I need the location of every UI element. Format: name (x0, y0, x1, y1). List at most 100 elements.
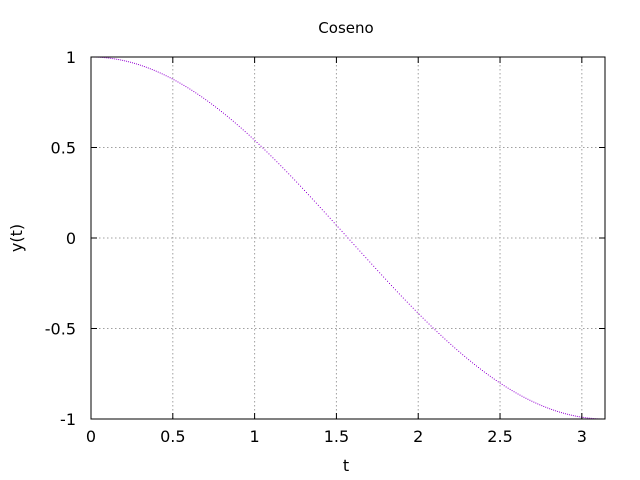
data-point (572, 415, 574, 417)
data-point (545, 406, 547, 408)
data-point (167, 76, 169, 78)
data-point (543, 405, 545, 407)
data-point (236, 124, 238, 126)
data-point (553, 409, 555, 411)
data-point (106, 57, 108, 59)
data-point (476, 365, 477, 367)
data-point (402, 297, 404, 299)
data-point (365, 257, 367, 259)
data-point (426, 321, 428, 323)
data-point (153, 69, 155, 71)
data-point (493, 378, 495, 380)
data-point (424, 319, 426, 321)
data-point (268, 153, 270, 155)
data-point (574, 415, 576, 417)
data-point (307, 194, 309, 196)
data-point (157, 71, 159, 73)
data-point (497, 381, 499, 383)
data-point (260, 145, 262, 147)
data-point (531, 400, 533, 402)
data-point (323, 211, 325, 213)
y-tick-label: 1 (66, 48, 76, 67)
data-point (454, 347, 456, 349)
data-point (248, 134, 250, 136)
data-point (183, 84, 185, 86)
y-tick-label: 0 (66, 229, 76, 248)
data-point (159, 72, 161, 74)
data-point (561, 412, 563, 414)
data-point (503, 385, 505, 387)
data-point (389, 282, 391, 284)
data-point (226, 115, 228, 117)
data-point (173, 79, 175, 81)
data-point (353, 244, 355, 246)
data-point (286, 171, 288, 173)
data-point (238, 125, 240, 127)
data-point (438, 333, 440, 334)
data-point (161, 73, 163, 75)
data-point (309, 196, 311, 198)
data-point (122, 59, 124, 61)
data-point (576, 415, 578, 417)
data-point (377, 270, 379, 272)
data-point (466, 357, 468, 359)
data-point (135, 63, 137, 65)
data-point (555, 410, 557, 412)
data-point (149, 68, 151, 70)
x-tick-label: 0 (86, 427, 96, 446)
data-point (321, 209, 323, 211)
data-point (408, 303, 410, 305)
data-point (191, 89, 193, 91)
data-point (458, 350, 460, 352)
data-point (444, 338, 446, 340)
data-point (185, 86, 187, 88)
data-point (477, 367, 479, 369)
data-point (474, 363, 476, 365)
data-series (90, 56, 606, 420)
x-tick-label: 2 (413, 427, 423, 446)
data-point (549, 408, 551, 410)
data-point (428, 323, 430, 325)
data-point (262, 147, 264, 149)
data-point (276, 161, 278, 163)
data-point (505, 386, 507, 388)
data-point (513, 391, 515, 393)
data-point (523, 396, 525, 398)
data-point (189, 88, 191, 90)
data-point (535, 402, 537, 404)
data-point (491, 377, 493, 379)
data-point (311, 198, 313, 200)
data-point (224, 114, 226, 116)
data-point (258, 143, 260, 145)
data-point (217, 107, 219, 109)
data-point (209, 102, 211, 104)
data-point (385, 278, 387, 280)
data-point (339, 228, 341, 230)
data-point (246, 132, 248, 134)
data-point (349, 239, 351, 241)
data-point (240, 127, 242, 129)
data-point (317, 204, 319, 206)
data-point (133, 62, 135, 64)
data-point (363, 254, 365, 256)
data-point (442, 336, 444, 338)
data-point (203, 97, 205, 99)
data-point (130, 61, 132, 63)
data-point (112, 58, 114, 60)
data-point (481, 370, 483, 372)
x-tick-label: 0.5 (160, 427, 185, 446)
data-point (169, 77, 171, 79)
data-point (489, 375, 491, 377)
data-point (228, 117, 230, 119)
data-point (414, 309, 416, 311)
data-point (333, 222, 335, 224)
data-point (396, 291, 398, 293)
data-point (155, 70, 157, 72)
data-point (446, 340, 448, 342)
data-point (582, 416, 584, 418)
data-point (292, 177, 294, 179)
data-point (436, 331, 438, 333)
data-point (450, 343, 452, 345)
data-point (181, 83, 183, 85)
